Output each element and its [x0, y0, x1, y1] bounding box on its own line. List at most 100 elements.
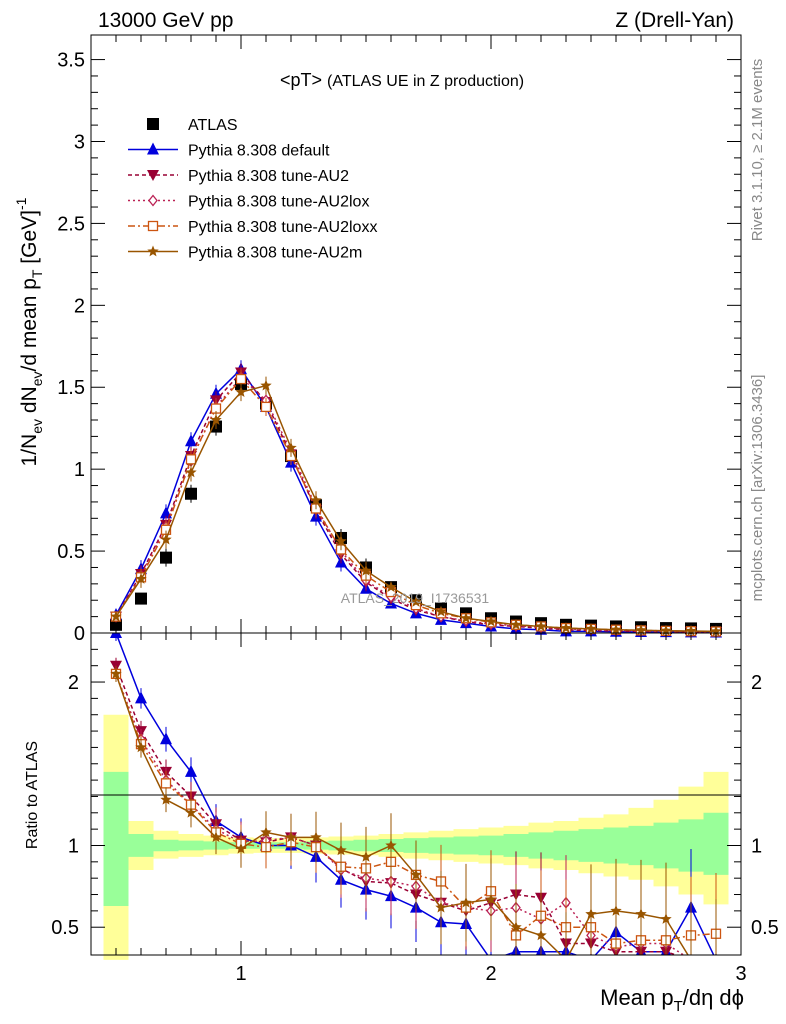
main-point — [535, 620, 547, 632]
ratio-point — [160, 732, 172, 745]
main-point — [185, 487, 197, 500]
ratio-point — [660, 913, 672, 924]
legend-entry-1: Pythia 8.308 default — [128, 142, 330, 160]
main-y-tick-label: 2 — [74, 295, 85, 317]
ratio-point — [715, 953, 717, 955]
main-point — [435, 605, 447, 617]
main-y-tick-label: 3 — [74, 131, 85, 153]
ratio-series-4 — [110, 665, 717, 955]
main-point — [210, 414, 222, 425]
main-y-label: 1/Nev dNev/d mean pT [GeV]-1 — [13, 197, 45, 466]
main-point — [585, 622, 597, 634]
ratio-point — [585, 908, 597, 919]
main-y-label-text: 1/Nev dNev/d mean pT [GeV]-1 — [13, 197, 45, 466]
ratio-point — [210, 831, 222, 843]
ratio-point — [485, 893, 497, 905]
legend: ATLAS Pythia 8.308 default Pythia 8.308 tu… — [128, 117, 377, 262]
ratio-point — [489, 952, 493, 955]
x-tick-label: 3 — [735, 963, 746, 985]
ratio-point — [460, 896, 472, 908]
ratio-point — [635, 908, 647, 919]
main-point — [135, 572, 147, 584]
ratio-point — [235, 842, 247, 854]
legend-entry-2: Pythia 8.308 tune-AU2 — [128, 168, 349, 185]
ratio-point — [310, 831, 322, 843]
ratio-point — [360, 850, 372, 862]
ratio-point — [160, 793, 172, 805]
process-label: Z (Drell-Yan) — [615, 9, 734, 32]
x-tick-label: 1 — [235, 963, 246, 985]
main-point — [235, 386, 247, 398]
main-point — [110, 618, 122, 631]
legend-label: Pythia 8.308 default — [188, 143, 330, 160]
ratio-point — [510, 921, 522, 933]
ratio-point — [715, 953, 717, 955]
legend-label: Pythia 8.308 tune-AU2 — [188, 168, 349, 185]
main-point — [710, 625, 722, 637]
ratio-band-stat-uncertainty — [103, 771, 729, 906]
main-point — [485, 615, 497, 627]
x-tick-label: 2 — [485, 963, 496, 985]
ratio-point — [110, 667, 122, 679]
title-detail: (ATLAS UE in Z production) — [327, 73, 524, 90]
main-series-layer — [110, 360, 722, 639]
legend-entry-0: ATLAS — [147, 117, 238, 134]
legend-entry-4: Pythia 8.308 tune-AU2loxx — [128, 219, 377, 236]
main-point — [335, 535, 347, 547]
ratio-point — [160, 778, 172, 789]
ratio-point — [285, 831, 297, 843]
ratio-point — [685, 954, 697, 955]
main-point — [260, 379, 272, 391]
ratio-y-label: Ratio to ATLAS — [24, 741, 41, 849]
legend-marker — [147, 220, 159, 232]
main-y-tick-label: 0 — [74, 623, 85, 645]
main-point — [635, 624, 647, 636]
main-point — [660, 624, 672, 636]
main-point — [235, 373, 247, 385]
ratio-point — [690, 953, 692, 955]
legend-label: Pythia 8.308 tune-AU2lox — [188, 194, 369, 211]
main-point — [510, 618, 522, 630]
main-ticks: 0 0.5 1 1.5 2 2.5 3 3.5 — [57, 35, 742, 645]
ratio-point — [135, 691, 147, 704]
legend-marker — [147, 142, 159, 155]
main-point — [285, 441, 297, 453]
main-y-tick-label: 1.5 — [57, 377, 85, 399]
main-y-tick-label: 3.5 — [57, 50, 85, 72]
mcplots-label: mcplots.cern.ch [arXiv:1306.3436] — [749, 375, 766, 602]
legend-marker — [147, 170, 159, 181]
main-point — [185, 454, 197, 465]
analysis-watermark: ATLAS_2019_I1736531 — [341, 590, 490, 606]
ratio-point — [535, 929, 547, 941]
legend-entry-3: Pythia 8.308 tune-AU2lox — [128, 194, 369, 211]
legend-marker — [147, 245, 159, 257]
energy-label: 13000 GeV pp — [98, 9, 233, 32]
ratio-point — [710, 954, 722, 955]
ratio-point — [260, 826, 272, 838]
ratio-band-total-uncertainty — [103, 714, 729, 960]
main-point — [610, 623, 622, 635]
main-y-tick-label: 2.5 — [57, 213, 85, 235]
ratio-point — [335, 844, 347, 856]
ratio-point — [135, 741, 147, 753]
ratio-frame — [90, 632, 742, 956]
ratio-y-tick-label-right: 1 — [751, 835, 762, 857]
ratio-point — [110, 633, 122, 638]
main-point — [260, 401, 272, 413]
main-point — [185, 434, 197, 447]
main-series-5 — [110, 376, 722, 637]
main-point — [160, 551, 172, 564]
main-point — [385, 581, 397, 592]
ratio-series-layer — [110, 633, 722, 955]
ratio-point — [610, 904, 622, 916]
ratio-point — [435, 901, 447, 913]
ratio-y-tick-label-right: 0.5 — [751, 917, 779, 939]
main-point — [110, 610, 122, 622]
ratio-y-tick-label: 2 — [68, 672, 79, 694]
main-y-tick-label: 1 — [74, 459, 85, 481]
legend-label: ATLAS — [188, 117, 238, 134]
main-panel: 0 0.5 1 1.5 2 2.5 3 3.5 ATLAS_2019_I1736531 — [57, 34, 742, 645]
main-point — [360, 564, 372, 576]
main-point — [185, 466, 197, 478]
